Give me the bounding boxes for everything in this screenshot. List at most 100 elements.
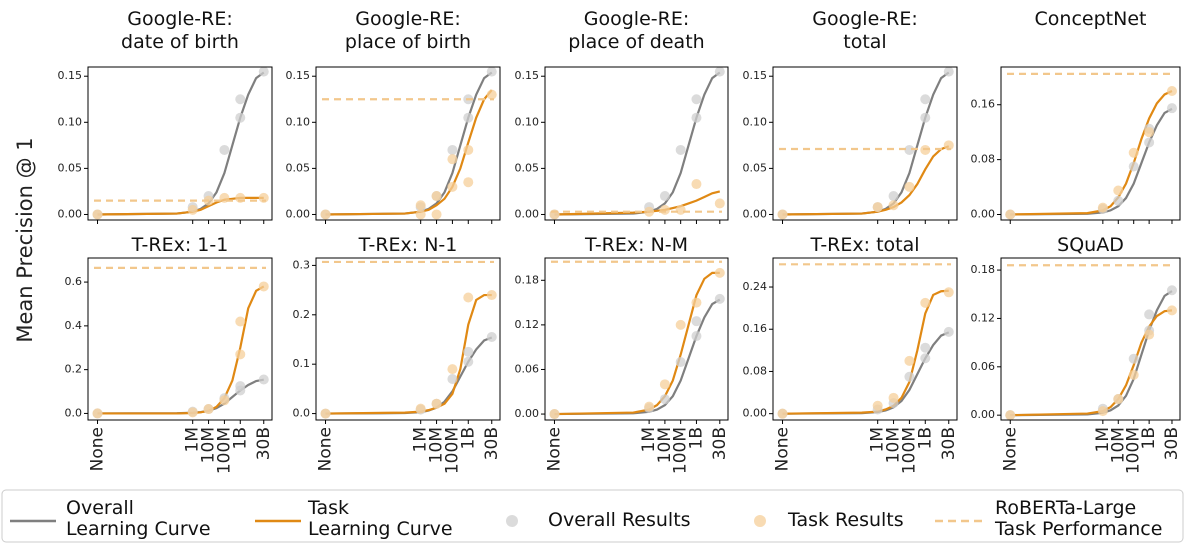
result-point <box>777 408 788 419</box>
x-tick-label: 1M <box>1093 427 1113 452</box>
result-point <box>463 346 474 357</box>
result-point <box>203 404 214 415</box>
x-tick-label: 1B <box>458 427 478 449</box>
legend-swatch <box>506 515 518 527</box>
legend-label: Overall Learning Curve <box>66 497 211 540</box>
y-tick-label: 0.05 <box>58 161 83 174</box>
y-tick-label: 0.10 <box>743 115 768 128</box>
result-point <box>1166 103 1177 114</box>
result-point <box>659 204 670 215</box>
result-point <box>1166 305 1177 316</box>
result-point <box>691 179 702 190</box>
learning-curve <box>782 71 950 216</box>
y-tick-label: 0.15 <box>515 69 540 82</box>
panel-title: Google-RE: place of birth <box>344 8 472 53</box>
result-point <box>258 374 269 385</box>
y-axis-label: Mean Precision @ 1 <box>13 137 37 342</box>
result-point <box>659 379 670 390</box>
result-point <box>872 400 883 411</box>
result-point <box>904 181 915 192</box>
result-point <box>943 287 954 298</box>
y-tick-label: 0.1 <box>293 357 311 370</box>
legend-swatch <box>754 515 766 527</box>
result-point <box>888 392 899 403</box>
legend-box <box>1 489 1184 543</box>
panel-title: T-REx: N-M <box>584 234 689 256</box>
result-point <box>1144 127 1155 138</box>
x-tick-label: 30B <box>1162 427 1182 460</box>
panel-title: T-REx: N-1 <box>358 234 458 256</box>
result-point <box>415 403 426 414</box>
result-point <box>714 198 725 209</box>
result-point <box>943 326 954 337</box>
result-point <box>235 94 246 105</box>
result-point <box>888 200 899 211</box>
result-point <box>258 66 269 77</box>
plot-frame <box>87 257 273 421</box>
result-point <box>1166 86 1177 97</box>
x-tick-label: 100M <box>442 427 462 474</box>
result-point <box>920 342 931 353</box>
result-point <box>463 144 474 155</box>
result-point <box>235 349 246 360</box>
result-point <box>1097 406 1108 417</box>
y-tick-label: 0.2 <box>65 363 83 376</box>
result-point <box>691 112 702 123</box>
result-point <box>1128 147 1139 158</box>
y-tick-label: 0.18 <box>971 263 996 276</box>
y-tick-label: 0.3 <box>293 258 311 271</box>
y-tick-label: 0.16 <box>743 322 768 335</box>
y-tick-label: 0.05 <box>286 161 311 174</box>
result-point <box>1005 209 1016 220</box>
plot-frame <box>772 257 958 421</box>
x-tick-label: None <box>544 427 564 471</box>
y-tick-label: 0.15 <box>743 69 768 82</box>
result-point <box>486 332 497 343</box>
x-tick-label: None <box>88 427 108 471</box>
x-tick-label: 1B <box>686 427 706 449</box>
result-point <box>920 353 931 364</box>
result-point <box>1128 161 1139 172</box>
result-point <box>904 355 915 366</box>
result-point <box>872 202 883 213</box>
result-point <box>659 394 670 405</box>
y-tick-label: 0.4 <box>65 319 83 332</box>
x-tick-label: 100M <box>214 427 234 474</box>
result-point <box>463 356 474 367</box>
result-point <box>904 371 915 382</box>
result-point <box>691 331 702 342</box>
result-point <box>258 281 269 292</box>
y-tick-label: 0.00 <box>971 208 996 221</box>
result-point <box>486 89 497 100</box>
y-tick-label: 0.12 <box>515 318 540 331</box>
x-tick-label: 1M <box>183 427 203 452</box>
result-point <box>320 209 331 220</box>
result-point <box>943 140 954 151</box>
result-point <box>415 200 426 211</box>
x-tick-label: None <box>316 427 336 471</box>
plot-frame <box>315 66 501 221</box>
y-tick-label: 0.0 <box>293 407 311 420</box>
result-point <box>463 112 474 123</box>
y-tick-label: 0.16 <box>971 98 996 111</box>
x-tick-label: 30B <box>482 427 502 460</box>
result-point <box>904 144 915 155</box>
x-tick-label: 1M <box>411 427 431 452</box>
y-tick-label: 0.10 <box>515 115 540 128</box>
result-point <box>415 209 426 220</box>
legend-label: Overall Results <box>548 509 691 531</box>
result-point <box>1144 329 1155 340</box>
y-tick-label: 0.00 <box>971 408 996 421</box>
x-tick-label: 1B <box>915 427 935 449</box>
x-tick-label: 100M <box>899 427 919 474</box>
x-tick-label: 30B <box>710 427 730 460</box>
x-tick-label: 1M <box>639 427 659 452</box>
result-point <box>463 292 474 303</box>
y-tick-label: 0.00 <box>286 207 311 220</box>
x-tick-label: 10M <box>884 427 904 463</box>
result-point <box>1144 137 1155 148</box>
result-point <box>463 177 474 188</box>
result-point <box>431 209 442 220</box>
result-point <box>431 398 442 409</box>
